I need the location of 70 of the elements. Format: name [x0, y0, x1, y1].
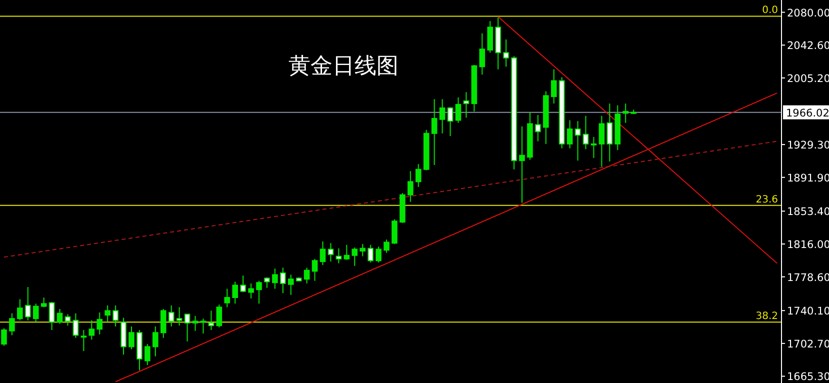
candlestick — [519, 126, 525, 204]
candlestick — [48, 301, 55, 330]
candlestick — [368, 244, 374, 263]
candlestick — [176, 306, 182, 326]
candlestick — [344, 244, 350, 260]
candlestick — [574, 120, 581, 162]
candlestick — [128, 326, 134, 350]
candlestick — [416, 164, 422, 188]
candlestick — [104, 304, 110, 323]
candlestick — [72, 312, 79, 338]
candlestick — [80, 329, 87, 352]
candlestick — [192, 315, 198, 332]
candlestick — [240, 275, 246, 293]
candlestick — [622, 103, 628, 124]
candlestick — [328, 242, 334, 262]
candlestick — [272, 268, 278, 290]
candlestick — [96, 312, 103, 335]
ref-line-label: 1966.02 — [786, 107, 829, 120]
candlestick — [56, 308, 63, 324]
candlestick — [384, 239, 390, 254]
candlestick — [606, 103, 613, 162]
candlestick — [17, 298, 23, 321]
candlestick — [566, 120, 573, 149]
candlestick — [144, 344, 150, 366]
candlestick — [1, 328, 7, 346]
candlestick — [32, 303, 39, 323]
candlestick — [392, 218, 398, 244]
candlestick — [582, 115, 589, 150]
candlestick — [590, 136, 597, 158]
candlestick — [352, 246, 358, 266]
candlestick — [9, 312, 15, 336]
candlestick — [256, 280, 262, 304]
text: 黄金日线图 — [288, 54, 399, 79]
candlestick — [431, 98, 438, 166]
candlestick — [487, 20, 494, 54]
candlestick — [88, 320, 95, 340]
candlestick — [232, 281, 238, 304]
candlestick — [280, 267, 286, 294]
candlestick — [503, 38, 509, 68]
annotation: 0.0 — [762, 5, 778, 16]
candlestick — [168, 304, 174, 327]
annotation: 23.6 — [756, 194, 778, 206]
candlestick — [360, 243, 366, 257]
candlestick — [248, 282, 254, 299]
candlestick — [376, 246, 382, 263]
candlestick — [200, 318, 206, 334]
candlestick — [224, 288, 230, 308]
candlestick — [479, 32, 486, 76]
candlestick — [312, 258, 318, 282]
candlestick — [208, 310, 214, 330]
candlestick — [535, 114, 541, 142]
candlestick — [598, 115, 605, 168]
candlestick — [320, 240, 326, 266]
candlestick — [550, 68, 557, 104]
candlestick — [408, 170, 414, 202]
candlestick — [64, 314, 71, 326]
candlestick — [447, 106, 454, 137]
candlestick — [463, 92, 470, 118]
candlestick — [455, 96, 462, 124]
candlestick — [112, 304, 118, 327]
candlestick — [336, 248, 342, 264]
candlestick — [160, 308, 166, 338]
candlestick — [216, 304, 222, 328]
annotation: 38.2 — [756, 311, 778, 322]
candlestick — [184, 314, 190, 342]
candlestick — [439, 98, 446, 134]
candlestick — [288, 274, 294, 296]
candlestick — [25, 286, 31, 321]
candlestick — [152, 326, 158, 357]
candlestick — [304, 267, 310, 284]
